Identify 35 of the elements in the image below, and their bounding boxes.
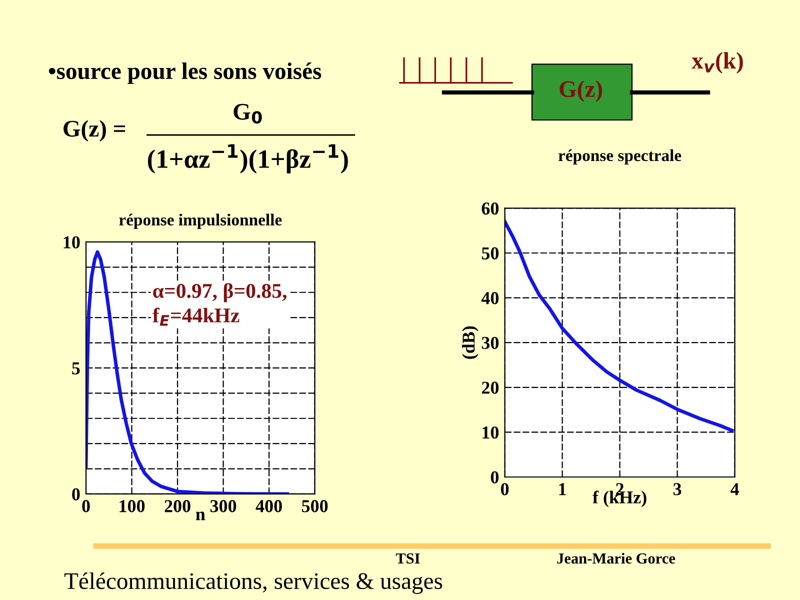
text: G(z) <box>560 80 602 102</box>
y-tick-label: 10 <box>482 426 499 439</box>
y-axis-title: (dB) <box>462 326 478 359</box>
x-tick-label: 3 <box>673 483 682 496</box>
text: (1+αz$^{−1}$)(1+βz$^{−1}$) <box>148 144 348 174</box>
x-tick-label: 0 <box>82 500 90 512</box>
y-tick-label: 0 <box>490 471 499 484</box>
y-tick-label: 10 <box>64 236 80 248</box>
y-tick-label: 50 <box>482 247 499 260</box>
text: G$_{0}$ <box>234 104 262 124</box>
y-tick-label: 5 <box>72 362 80 374</box>
x-tick-label: 200 <box>164 500 190 512</box>
y-tick-label: 20 <box>482 382 499 394</box>
text: x$_{v}$(k) <box>692 52 743 74</box>
x-tick-label: 400 <box>256 500 282 512</box>
annotation: α=0.97, β=0.85, f$_{E}$=44kHz <box>152 283 286 326</box>
text: G(z) = <box>64 120 126 142</box>
x-tick-label: 1 <box>559 483 566 496</box>
y-tick-label: 60 <box>482 202 499 215</box>
x-tick-label: 4 <box>730 483 739 496</box>
y-tick-label: 40 <box>481 292 499 304</box>
x-tick-label: 0 <box>500 483 509 496</box>
line-series <box>86 250 290 494</box>
text: •source pour les sons voisés <box>48 62 322 84</box>
y-tick-label: 30 <box>482 336 499 350</box>
chart-title: réponse spectrale <box>558 149 682 165</box>
x-tick-label: 100 <box>120 500 145 512</box>
line-series <box>504 220 734 432</box>
text: Télécommunications, services & usages <box>64 572 442 594</box>
x-tick-label: 500 <box>302 500 328 512</box>
text: Jean-Marie Gorce <box>557 552 676 564</box>
text: TSI <box>396 553 420 564</box>
x-tick-label: 300 <box>210 500 236 512</box>
x-axis-title: n <box>196 512 206 520</box>
chart-title: réponse impulsionnelle <box>119 214 282 229</box>
